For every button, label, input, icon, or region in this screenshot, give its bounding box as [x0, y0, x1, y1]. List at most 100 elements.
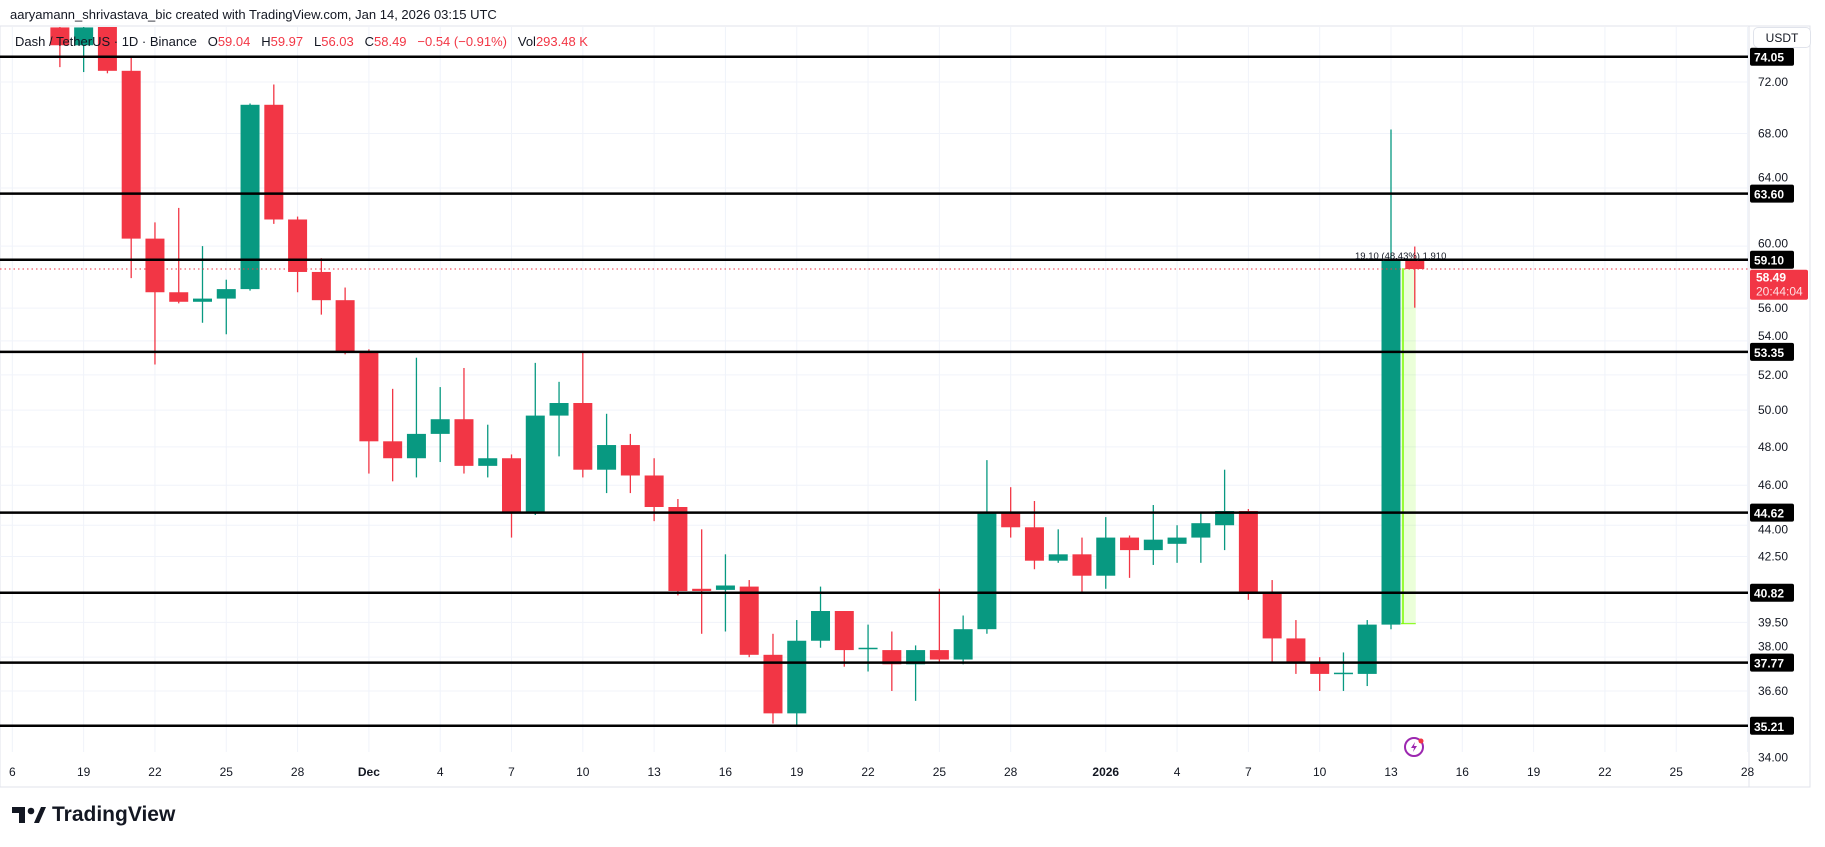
price-tick-label: 48.00 — [1758, 440, 1788, 454]
grid — [0, 27, 1748, 752]
candle-down — [1072, 554, 1092, 576]
time-tick-label: 19 — [1527, 765, 1541, 779]
candle-down — [763, 654, 783, 714]
time-tick-label: 13 — [1384, 765, 1398, 779]
time-tick-label: 25 — [220, 765, 234, 779]
time-tick-label: 22 — [861, 765, 875, 779]
change-value: −0.54 (−0.91%) — [417, 34, 508, 49]
high-label: H — [261, 34, 271, 49]
open-value: 59.04 — [217, 34, 251, 49]
candle-up — [1143, 539, 1163, 551]
symbol-title[interactable]: Dash / TetherUS · 1D · Binance — [15, 34, 197, 49]
tradingview-logo-icon — [12, 807, 46, 823]
candle-up — [240, 104, 260, 290]
candle-down — [1262, 592, 1282, 639]
candle-down — [335, 300, 355, 351]
candle-up — [74, 27, 94, 46]
price-tick-label: 54.00 — [1758, 329, 1788, 343]
candle-down — [668, 507, 688, 591]
candle-down — [454, 419, 474, 466]
candle-down — [1238, 511, 1258, 593]
price-axis[interactable]: 72.00 68.00 64.00 60.00 56.00 54.00 52.00 50.00… — [1758, 75, 1788, 764]
level-price-box — [1750, 250, 1794, 269]
time-tick-label: 4 — [437, 765, 444, 779]
time-tick-label: 7 — [1245, 765, 1252, 779]
candle-down — [1310, 661, 1330, 674]
candle-down — [692, 588, 712, 591]
candle-up — [977, 513, 997, 630]
tradingview-logo[interactable]: TradingView — [12, 803, 175, 827]
level-price-label: 44.62 — [1754, 507, 1784, 521]
currency-button[interactable]: USDT — [1753, 27, 1811, 48]
price-tick-label: 44.00 — [1758, 523, 1788, 537]
time-tick-label: 10 — [576, 765, 590, 779]
level-price-box — [1750, 342, 1794, 361]
measure-range[interactable] — [1401, 268, 1416, 624]
time-tick-label: 19 — [790, 765, 804, 779]
time-tick-label: 13 — [647, 765, 661, 779]
candle-down — [834, 611, 854, 651]
candle-down — [311, 271, 331, 301]
time-tick-label: 22 — [1598, 765, 1612, 779]
close-value: 58.49 — [374, 34, 407, 49]
candle-up — [1357, 624, 1377, 674]
candle-down — [882, 650, 902, 665]
lightning-icon[interactable] — [1404, 737, 1424, 757]
time-tick-label: 28 — [291, 765, 305, 779]
volume-value: 293.48 K — [535, 34, 588, 49]
candle-down — [145, 238, 165, 293]
price-tick-label: 56.00 — [1758, 301, 1788, 315]
time-tick-label: 6 — [9, 765, 16, 779]
candle-up — [430, 419, 450, 434]
candle-down — [1024, 527, 1044, 561]
candle-up — [597, 445, 617, 470]
time-tick-label: 28 — [1004, 765, 1018, 779]
low-value: 56.03 — [321, 34, 354, 49]
candle-up — [406, 433, 426, 459]
candle-down — [50, 27, 70, 46]
measure-tool[interactable] — [1401, 268, 1416, 625]
candle-down — [383, 441, 403, 459]
candle-down — [97, 27, 117, 71]
candle-up — [715, 585, 735, 590]
high-value: 59.97 — [270, 34, 304, 49]
candle-up — [1167, 537, 1187, 544]
price-tick-label: 64.00 — [1758, 171, 1788, 185]
candle-up — [216, 289, 236, 299]
candles — [50, 27, 1425, 727]
price-tick-label: 34.00 — [1758, 750, 1788, 764]
price-tick-label: 50.00 — [1758, 403, 1788, 417]
time-tick-label: 7 — [508, 765, 515, 779]
symbol-legend: Dash / TetherUS · 1D · Binance O59.04 H5… — [15, 34, 588, 49]
candle-up — [906, 650, 926, 665]
candle-down — [502, 458, 522, 514]
price-tick-label: 68.00 — [1758, 126, 1788, 140]
tradingview-logo-text: TradingView — [52, 803, 176, 826]
price-tick-label: 36.60 — [1758, 684, 1788, 698]
horizontal-levels[interactable]: 74.05 63.60 59.10 53.35 44.62 40.82 37.77 35.21 — [0, 47, 1794, 735]
level-price-box — [1750, 503, 1794, 522]
open-label: O — [207, 34, 218, 49]
price-tick-label: 46.00 — [1758, 478, 1788, 492]
time-axis[interactable]: 6 19 22 25 28 Dec 4 7 10 13 16 19 22 25 28 2026 4 7 10 13 16… — [9, 765, 1755, 779]
level-price-label: 40.82 — [1754, 587, 1784, 601]
candle-up — [1381, 260, 1401, 625]
level-price-label: 74.05 — [1754, 51, 1784, 65]
candle-down — [121, 70, 141, 239]
price-tick-label: 39.50 — [1758, 615, 1788, 629]
price-tick-label: 72.00 — [1758, 75, 1788, 89]
level-price-box — [1750, 184, 1794, 203]
level-price-box — [1750, 47, 1794, 66]
candle-up — [1215, 511, 1235, 526]
candle-down — [1286, 638, 1306, 662]
candle-down — [1405, 260, 1425, 270]
candle-up — [478, 458, 498, 466]
time-tick-label: 16 — [719, 765, 733, 779]
candle-up — [525, 415, 545, 514]
candle-up — [549, 403, 569, 416]
candle-up — [811, 611, 831, 641]
price-tick-label: 38.00 — [1758, 640, 1788, 654]
time-tick-label: Dec — [358, 765, 380, 779]
price-tick-label: 52.00 — [1758, 368, 1788, 382]
